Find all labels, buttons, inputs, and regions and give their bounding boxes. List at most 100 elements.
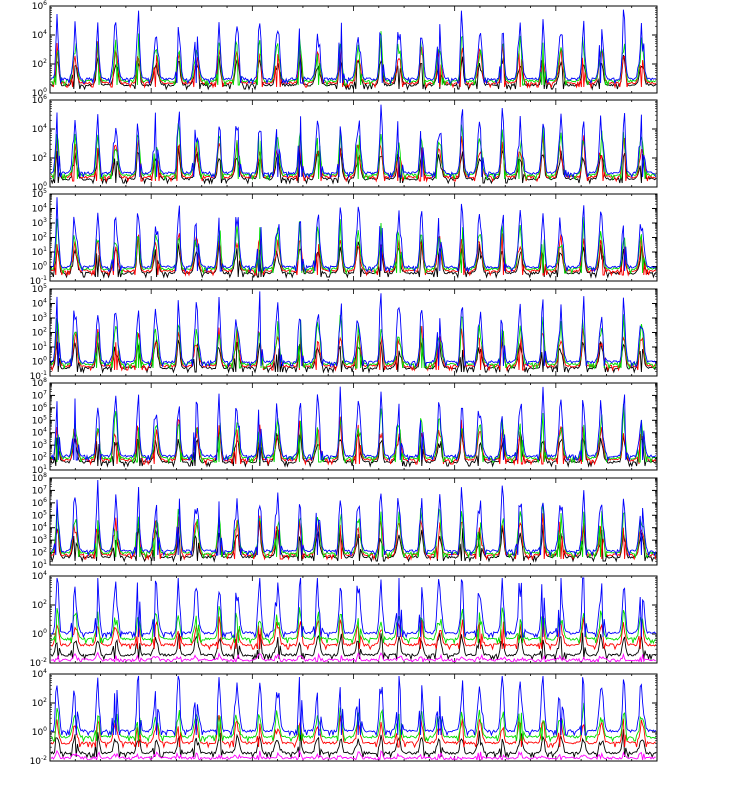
y-tick-label: 101 xyxy=(32,341,47,353)
y-tick-label: 103 xyxy=(32,439,47,451)
y-tick-exponent: 6 xyxy=(43,497,47,504)
series-trace xyxy=(51,605,656,645)
series-trace xyxy=(51,9,656,85)
y-tick-label: 106 xyxy=(32,497,47,509)
y-tick-exponent: 1 xyxy=(43,341,47,348)
y-tick-exponent: 1 xyxy=(43,559,47,566)
y-tick-label: 100 xyxy=(32,726,47,738)
y-tick-exponent: 2 xyxy=(43,452,47,459)
series-trace xyxy=(51,702,656,743)
y-tick-label: 102 xyxy=(32,599,47,611)
y-tick-label: 100 xyxy=(32,628,47,640)
y-tick-exponent: 0 xyxy=(43,87,47,94)
series-trace xyxy=(51,521,656,563)
y-tick-label: 103 xyxy=(32,534,47,546)
y-tick-exponent: 5 xyxy=(43,414,47,421)
y-tick-label: 108 xyxy=(32,472,47,484)
y-tick-label: 106 xyxy=(32,402,47,414)
y-tick-exponent: 1 xyxy=(43,246,47,253)
y-tick-label: 100 xyxy=(32,356,47,368)
y-tick-exponent: 5 xyxy=(43,283,47,290)
y-tick-exponent: 6 xyxy=(43,0,47,7)
y-tick-exponent: 7 xyxy=(43,484,47,491)
y-tick-label: 104 xyxy=(32,203,47,215)
series-trace xyxy=(51,502,656,559)
y-tick-exponent: 3 xyxy=(43,312,47,319)
y-tick-label: 107 xyxy=(32,484,47,496)
series-trace xyxy=(51,403,656,464)
y-tick-label: 105 xyxy=(32,509,47,521)
y-tick-exponent: -2 xyxy=(41,755,47,762)
series-trace xyxy=(51,386,656,462)
y-tick-exponent: 0 xyxy=(43,261,47,268)
y-tick-exponent: 0 xyxy=(43,726,47,733)
y-tick-label: 104 xyxy=(32,522,47,534)
y-tick-label: 101 xyxy=(32,246,47,258)
y-tick-label: 100 xyxy=(32,261,47,273)
y-tick-exponent: -1 xyxy=(41,370,47,377)
y-tick-exponent: 4 xyxy=(43,123,47,130)
y-tick-exponent: -2 xyxy=(41,657,47,664)
y-tick-label: 104 xyxy=(32,570,47,582)
series-trace xyxy=(51,632,656,661)
y-tick-label: 102 xyxy=(32,547,47,559)
y-tick-label: 102 xyxy=(32,58,47,70)
y-tick-label: 105 xyxy=(32,283,47,295)
series-trace xyxy=(51,651,656,662)
y-tick-label: 102 xyxy=(32,452,47,464)
series-trace xyxy=(51,238,656,279)
y-tick-label: 105 xyxy=(32,188,47,200)
series-trace xyxy=(51,233,656,277)
y-tick-exponent: 5 xyxy=(43,509,47,516)
y-tick-exponent: 2 xyxy=(43,58,47,65)
y-tick-label: 102 xyxy=(32,152,47,164)
y-tick-exponent: 4 xyxy=(43,427,47,434)
y-tick-exponent: 4 xyxy=(43,668,47,675)
series-trace xyxy=(51,197,656,273)
y-tick-exponent: 8 xyxy=(43,377,47,384)
y-tick-exponent: 0 xyxy=(43,181,47,188)
y-tick-exponent: 6 xyxy=(43,94,47,101)
series-trace xyxy=(51,429,656,468)
series-trace xyxy=(51,54,656,91)
y-tick-label: 107 xyxy=(32,389,47,401)
y-tick-exponent: 8 xyxy=(43,472,47,479)
y-tick-label: 103 xyxy=(32,312,47,324)
y-tick-exponent: 6 xyxy=(43,402,47,409)
y-tick-label: 104 xyxy=(32,427,47,439)
y-tick-exponent: 3 xyxy=(43,534,47,541)
series-trace xyxy=(51,416,656,466)
y-tick-label: 103 xyxy=(32,217,47,229)
y-tick-label: 106 xyxy=(32,94,47,106)
y-tick-exponent: 0 xyxy=(43,356,47,363)
y-tick-exponent: 2 xyxy=(43,547,47,554)
y-tick-label: 104 xyxy=(32,668,47,680)
series-trace xyxy=(51,123,656,181)
y-tick-label: 104 xyxy=(32,298,47,310)
series-trace xyxy=(51,291,656,368)
y-tick-exponent: 7 xyxy=(43,389,47,396)
y-tick-exponent: 2 xyxy=(43,697,47,704)
y-tick-exponent: 2 xyxy=(43,152,47,159)
y-tick-label: 106 xyxy=(32,0,47,12)
y-tick-label: 102 xyxy=(32,327,47,339)
y-tick-exponent: 4 xyxy=(43,570,47,577)
y-tick-label: 104 xyxy=(32,123,47,135)
y-tick-exponent: 4 xyxy=(43,203,47,210)
y-tick-exponent: 0 xyxy=(43,628,47,635)
y-tick-exponent: -1 xyxy=(41,275,47,282)
y-tick-label: 104 xyxy=(32,29,47,41)
y-tick-label: 102 xyxy=(32,232,47,244)
y-tick-exponent: 4 xyxy=(43,29,47,36)
y-tick-exponent: 2 xyxy=(43,599,47,606)
y-tick-exponent: 1 xyxy=(43,464,47,471)
series-trace xyxy=(51,31,656,87)
series-trace xyxy=(51,314,656,370)
y-tick-exponent: 4 xyxy=(43,522,47,529)
series-trace xyxy=(51,675,656,737)
y-tick-exponent: 3 xyxy=(43,217,47,224)
y-tick-exponent: 2 xyxy=(43,232,47,239)
y-tick-exponent: 2 xyxy=(43,327,47,334)
series-trace xyxy=(51,104,656,179)
series-trace xyxy=(51,577,656,639)
